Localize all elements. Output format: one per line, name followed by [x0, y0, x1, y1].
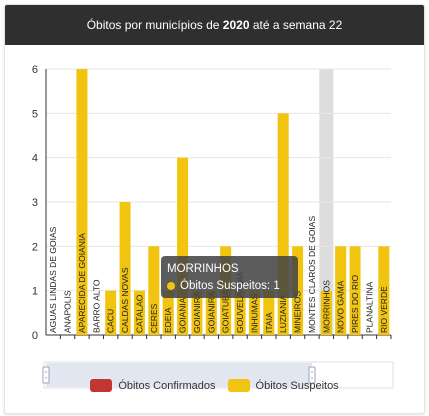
tooltip-label: Óbitos Suspeitos: 1 [180, 280, 280, 292]
bar-suspected [205, 290, 217, 335]
y-tick-label: 1 [32, 286, 38, 298]
bar-suspected [148, 246, 160, 335]
bar-suspected [105, 290, 117, 335]
title-mid: até a semana [252, 18, 326, 32]
category-label: MONTES CLAROS DE GOIAS [307, 216, 317, 333]
tooltip-dot [167, 282, 175, 290]
category-label: GOUVELANDIA [235, 271, 245, 333]
category-label: GOIANIRA [192, 291, 202, 333]
zoom-handle-left[interactable] [42, 366, 50, 384]
legend-label-confirmed: Óbitos Confirmados [118, 379, 216, 392]
category-label: NOVO GAMA [336, 280, 346, 333]
zoom-handle-right[interactable] [308, 366, 316, 384]
chart-card: Óbitos por municípios de 2020 até a sema… [4, 4, 425, 414]
bar-suspected [349, 246, 361, 335]
bar-suspected [177, 157, 189, 335]
legend-label-suspected: Óbitos Suspeitos [255, 379, 339, 392]
category-label: GOIANIA [178, 297, 188, 333]
legend-item-confirmed[interactable]: Óbitos Confirmados [90, 379, 216, 392]
category-label: RIO VERDE [379, 286, 389, 333]
bar-suspected [248, 290, 260, 335]
bar-suspected [191, 290, 203, 335]
category-label: GOIATUBA [221, 289, 231, 333]
y-tick-label: 0 [32, 330, 38, 342]
category-label: CALDAS NOVAS [120, 267, 130, 333]
category-label: MORRINHOS [321, 280, 331, 333]
bar-suspected [277, 113, 289, 335]
category-label: LUZIANIA [278, 294, 288, 333]
y-tick-label: 6 [32, 64, 38, 76]
bar-suspected [378, 246, 390, 335]
chart-legend: Óbitos Confirmados Óbitos Suspeitos [0, 379, 429, 392]
bar-suspected [320, 290, 332, 335]
category-label: APARECIDA DE GOIANIA [77, 233, 87, 333]
y-tick-label: 5 [32, 108, 38, 120]
title-year: 2020 [222, 18, 250, 32]
chart-tooltip: MORRINHOS Óbitos Suspeitos: 1 [161, 256, 298, 298]
bar-suspected [162, 290, 174, 335]
bar-suspected [335, 246, 347, 335]
legend-swatch-confirmed [90, 379, 113, 392]
category-label: BARRO ALTO [91, 279, 101, 333]
category-label: MINEIROS [293, 291, 303, 333]
legend-item-suspected[interactable]: Óbitos Suspeitos [227, 379, 339, 392]
y-tick-label: 3 [32, 197, 38, 209]
title-week: 22 [328, 18, 343, 32]
bar-suspected [234, 290, 246, 335]
category-label: CATALAO [134, 294, 144, 333]
bar-suspected [119, 202, 131, 335]
category-label: PIRES DO RIO [350, 275, 360, 333]
category-label: CACU [106, 309, 116, 333]
category-label: GOIANIRA [206, 291, 216, 333]
category-label: ANAPOLIS [63, 290, 73, 333]
chart-header: Óbitos por municípios de 2020 até a sema… [5, 5, 424, 45]
category-label: CERES [149, 303, 159, 333]
y-tick-label: 2 [32, 241, 38, 253]
category-label: EDEIA [163, 307, 173, 333]
bar-suspected [76, 69, 88, 335]
bar-suspected [133, 290, 145, 335]
legend-swatch-suspected [227, 379, 250, 392]
bar-suspected [263, 290, 275, 335]
category-label: INHUMAS [249, 293, 259, 333]
category-label: PLANALTINA [364, 281, 374, 333]
tooltip-title: MORRINHOS [167, 263, 239, 275]
category-label: AGUAS LINDAS DE GOIAS [48, 226, 58, 333]
title-prefix: Óbitos por municípios de [86, 18, 220, 32]
y-tick-label: 4 [32, 153, 38, 165]
category-label: ITAIA [264, 312, 274, 333]
